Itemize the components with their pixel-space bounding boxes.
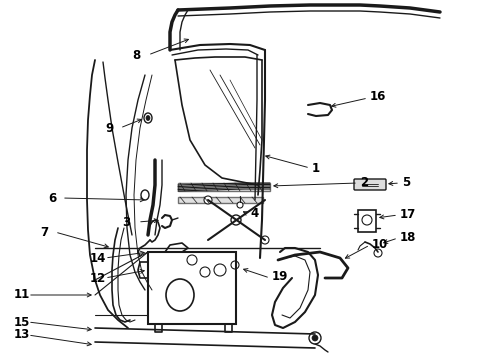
Text: 7: 7 — [40, 225, 48, 239]
Circle shape — [374, 249, 382, 257]
Ellipse shape — [144, 113, 152, 123]
Text: 1: 1 — [312, 162, 320, 175]
Bar — [178, 197, 263, 203]
Circle shape — [362, 215, 372, 225]
Text: 15: 15 — [14, 315, 30, 328]
Circle shape — [237, 202, 243, 208]
Circle shape — [309, 332, 321, 344]
Text: 12: 12 — [90, 271, 106, 284]
Bar — [178, 183, 270, 191]
Circle shape — [312, 335, 318, 341]
FancyBboxPatch shape — [354, 179, 386, 190]
Text: 17: 17 — [400, 207, 416, 220]
Ellipse shape — [141, 190, 149, 200]
Text: 4: 4 — [250, 207, 258, 220]
Text: 16: 16 — [370, 90, 387, 103]
Bar — [358, 210, 376, 232]
Bar — [148, 252, 236, 324]
Text: 10: 10 — [372, 238, 388, 251]
Circle shape — [204, 196, 212, 204]
Circle shape — [231, 215, 241, 225]
Text: 3: 3 — [122, 216, 130, 229]
Text: 11: 11 — [14, 288, 30, 302]
Text: 2: 2 — [360, 176, 368, 189]
Text: 13: 13 — [14, 328, 30, 342]
Text: 8: 8 — [132, 49, 140, 62]
Circle shape — [261, 236, 269, 244]
Text: 19: 19 — [272, 270, 289, 284]
Text: 18: 18 — [400, 230, 416, 243]
Text: 5: 5 — [402, 176, 410, 189]
Text: 14: 14 — [90, 252, 106, 265]
Text: 9: 9 — [105, 122, 113, 135]
Ellipse shape — [146, 116, 150, 121]
Text: 6: 6 — [48, 192, 56, 204]
